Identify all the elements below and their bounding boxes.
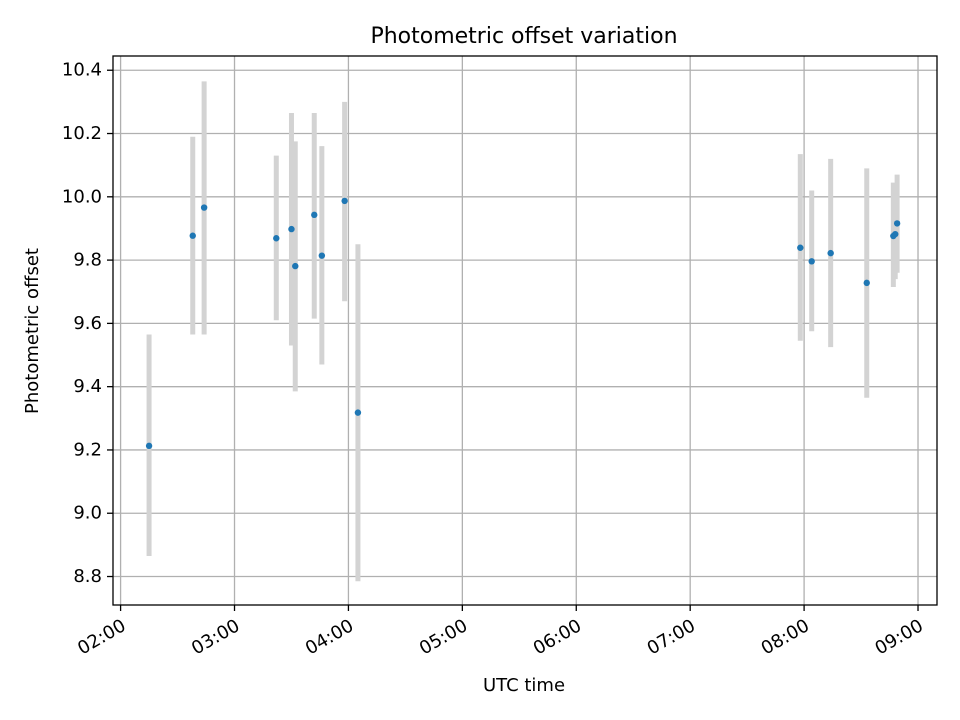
- data-point: [311, 211, 318, 219]
- y-tick-label: 10.4: [62, 60, 102, 81]
- data-point: [200, 204, 208, 211]
- plot-frame: [112, 55, 938, 606]
- y-tick-label: 9.0: [73, 503, 102, 524]
- data-point: [145, 442, 153, 450]
- y-tick-label: 10.0: [62, 186, 102, 207]
- y-tick-label: 9.4: [73, 376, 102, 397]
- y-axis-label: Photometric offset: [22, 248, 43, 414]
- y-axis-ticks: 8.8 9.0 9.2 9.4 9.6 9.8 10.0 10.2 10.4: [62, 60, 113, 587]
- data-point: [863, 279, 870, 287]
- data-point: [808, 258, 815, 265]
- data-point: [797, 244, 804, 251]
- x-axis-label: UTC time: [483, 675, 565, 696]
- data-point: [292, 262, 299, 270]
- data-point: [892, 230, 899, 238]
- y-tick-label: 9.2: [73, 439, 102, 460]
- y-tick-label: 8.8: [73, 566, 102, 587]
- data-point: [354, 409, 362, 416]
- data-point: [893, 220, 901, 227]
- y-tick-label: 10.2: [62, 123, 102, 144]
- data-point: [341, 197, 348, 205]
- y-tick-label: 9.6: [73, 313, 102, 334]
- data-point: [827, 249, 834, 257]
- data-point: [273, 235, 280, 242]
- chart-title: Photometric offset variation: [370, 24, 677, 49]
- data-points: [145, 197, 901, 450]
- data-point: [288, 225, 295, 233]
- y-tick-label: 9.8: [73, 250, 102, 271]
- data-point: [189, 232, 196, 239]
- data-point: [318, 252, 326, 259]
